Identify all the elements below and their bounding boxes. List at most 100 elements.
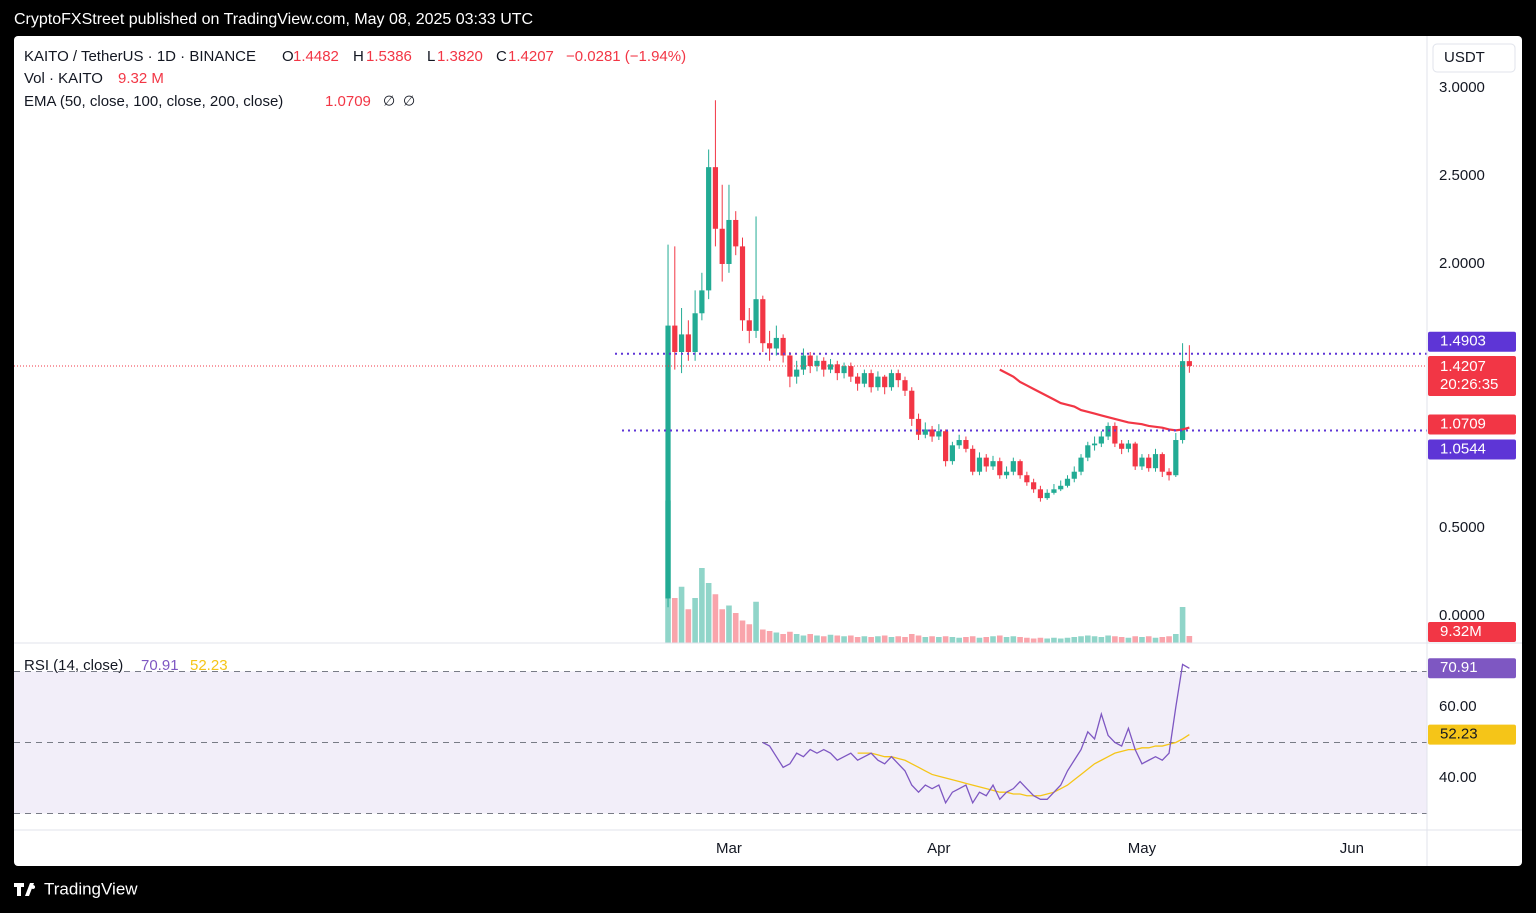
volume-bar	[678, 586, 685, 643]
candle-body	[848, 366, 854, 377]
candle-body	[841, 366, 847, 374]
change: −0.0281 (−1.94%)	[566, 48, 686, 65]
candle-body	[1146, 457, 1152, 469]
rsi-box	[1428, 658, 1516, 679]
volume-bar	[1179, 607, 1186, 643]
currency-button[interactable]	[1432, 43, 1516, 73]
volume-bar	[671, 598, 678, 643]
volume-bar	[705, 583, 712, 643]
candle-body	[1159, 454, 1165, 472]
level-box	[1428, 439, 1516, 460]
volume-bar	[685, 609, 692, 643]
volume-bar	[841, 636, 847, 643]
volume-bar	[827, 634, 834, 643]
candle-body	[739, 246, 746, 321]
volume-bar	[1030, 638, 1037, 643]
chart-panel	[14, 36, 1522, 866]
candle-body	[1132, 443, 1138, 467]
candle-body	[1173, 440, 1179, 476]
volume-bar	[915, 635, 922, 643]
candle-body	[1010, 461, 1016, 472]
ema-value: 1.0709	[325, 93, 371, 110]
volume-bar	[895, 636, 902, 643]
candle-body	[726, 219, 732, 264]
volume-bar	[908, 634, 915, 643]
candle-body	[719, 228, 725, 264]
volume-bar	[875, 636, 881, 643]
candle-body	[733, 219, 739, 247]
ema-box	[1428, 414, 1516, 435]
ohlc-value: 1.3820	[437, 48, 483, 65]
volume-bar	[868, 637, 874, 643]
price-box-label: 20:26:35	[1440, 376, 1498, 393]
candle-body	[1098, 436, 1104, 444]
candle-body	[800, 355, 807, 370]
candle-body	[1058, 485, 1064, 490]
y-tick-label: 2.5000	[1439, 167, 1485, 184]
candle-body	[949, 445, 955, 462]
volume-bar	[902, 637, 908, 643]
candle-body	[1152, 454, 1159, 469]
volume-bar	[766, 631, 773, 643]
candle-body	[970, 448, 976, 472]
ohlc-key: C	[496, 48, 507, 65]
volume-bar	[1152, 637, 1159, 643]
candle-body	[936, 431, 942, 437]
volume-bar	[1024, 637, 1030, 643]
volume-bar	[922, 637, 929, 643]
volume-bar	[1091, 636, 1098, 643]
plot	[14, 100, 1427, 814]
y-tick-label: 3.0000	[1439, 79, 1485, 96]
candle-body	[766, 343, 773, 349]
price-box	[1428, 355, 1516, 396]
volume-bar	[787, 631, 793, 643]
volume-bar	[746, 624, 753, 643]
candle-body	[753, 299, 759, 331]
candle-body	[699, 290, 705, 314]
volume-bar	[1105, 635, 1111, 643]
candle-body	[672, 325, 678, 352]
currency[interactable]: USDT	[1444, 49, 1485, 66]
y-tick-label: 2.0000	[1439, 255, 1485, 272]
volume-bar	[963, 637, 969, 643]
ema-extra: ∅	[403, 93, 415, 109]
candle-body	[909, 390, 915, 419]
volume-bar	[1159, 637, 1166, 643]
volume-bar	[1112, 636, 1118, 643]
ohlc-value: 1.4207	[508, 48, 554, 65]
volume-bar	[699, 568, 705, 643]
volume-bar	[1132, 636, 1138, 643]
volume-bar	[1118, 637, 1125, 643]
candle-body	[1071, 471, 1077, 479]
candle-body	[706, 167, 712, 291]
volume-bar	[760, 629, 766, 643]
candle-body	[976, 457, 983, 472]
candle-body	[868, 373, 874, 388]
candle-body	[882, 376, 888, 388]
candle-body	[787, 355, 793, 377]
y-tick-label: 0.0000	[1439, 607, 1485, 624]
candle-body	[922, 429, 928, 435]
volume-title: Vol · KAITO	[24, 70, 103, 87]
volume-bar	[1139, 637, 1145, 643]
volume-bar	[773, 632, 780, 643]
candle-body	[712, 167, 719, 229]
volume-bar	[1010, 636, 1017, 643]
candle-body	[794, 369, 800, 377]
price-box-label: 1.4207	[1440, 358, 1486, 375]
candle-body	[888, 373, 895, 388]
volume-bar	[692, 598, 698, 643]
volume-bar	[1186, 636, 1193, 643]
candle-body	[746, 320, 752, 331]
rsi-ma-box	[1428, 724, 1516, 745]
volume-bar	[793, 634, 800, 643]
volume-bar	[1051, 637, 1057, 643]
volume-bar	[814, 635, 820, 643]
y-tick-label: 0.5000	[1439, 519, 1485, 536]
volume-bar	[1078, 636, 1084, 643]
rsi-tick-label: 40.00	[1439, 769, 1477, 786]
volume-bar	[1057, 638, 1064, 643]
candle-body	[915, 418, 922, 435]
candle-body	[821, 360, 827, 370]
candle-body	[1051, 489, 1057, 493]
